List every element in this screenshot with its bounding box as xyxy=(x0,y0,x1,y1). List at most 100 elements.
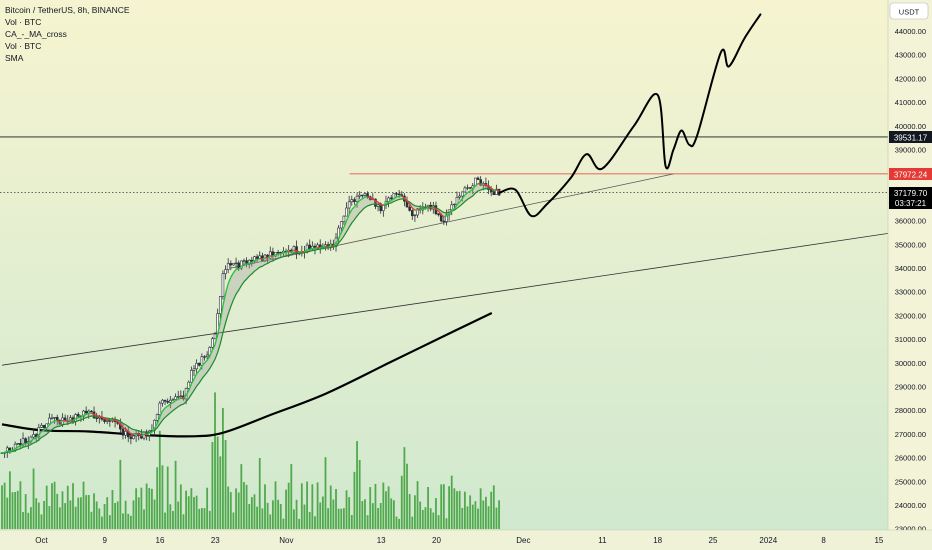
candle-body xyxy=(358,194,361,197)
volume-bar xyxy=(40,514,43,529)
volume-bar xyxy=(161,465,164,529)
ma-fast-segment xyxy=(353,202,358,208)
price-tick-label: 42000.00 xyxy=(895,74,926,83)
ma-fast-segment xyxy=(209,349,214,357)
candle-body xyxy=(232,262,235,266)
volume-bar xyxy=(298,518,301,529)
price-labels: 39531.17 37972.24 37179.70 03:37:21 xyxy=(889,131,932,209)
price-axis-background xyxy=(888,0,932,530)
ma-fast-segment xyxy=(27,440,32,444)
ma-fast-segment xyxy=(422,208,426,210)
volume-bar xyxy=(22,512,24,529)
volume-bar xyxy=(308,511,311,529)
candle-body xyxy=(453,203,456,206)
volume-bar xyxy=(487,506,490,529)
ma-fast-segment xyxy=(443,215,447,218)
volume-bar xyxy=(235,488,237,529)
volume-bar xyxy=(82,481,85,529)
candle-body xyxy=(211,338,214,348)
time-tick-label: 15 xyxy=(874,536,883,545)
candle-body xyxy=(82,410,85,417)
level-mid-badge xyxy=(889,168,932,180)
volume-bar xyxy=(114,502,116,529)
volume-bar xyxy=(129,515,132,529)
ma-fast-segment xyxy=(70,419,74,422)
symbol-title[interactable]: Bitcoin / TetherUS, 8h, BINANCE xyxy=(5,5,130,15)
candle-body xyxy=(205,354,209,358)
ma-fast-segment xyxy=(361,196,366,200)
ma-fast-segment xyxy=(219,305,224,322)
volume-bar xyxy=(51,483,53,529)
candle-body xyxy=(58,420,62,425)
volume-bar xyxy=(250,497,253,529)
volume-bar xyxy=(456,491,458,529)
volume-bar xyxy=(453,488,456,529)
volume-bar xyxy=(437,515,440,529)
volume-bar xyxy=(143,509,145,529)
candle-body xyxy=(213,333,217,340)
long-term-trendline[interactable] xyxy=(1,230,903,366)
ma-fast-segment xyxy=(175,398,179,402)
candle-body xyxy=(103,419,106,422)
ma-fast-segment xyxy=(204,359,208,364)
time-tick-label: 20 xyxy=(432,536,441,545)
volume-bar xyxy=(379,503,382,529)
candle-body xyxy=(450,204,454,211)
ma-fast-segment xyxy=(246,262,250,265)
volume-bar xyxy=(137,497,140,529)
volume-bar xyxy=(140,487,143,529)
volume-bar xyxy=(132,500,135,529)
volume-bar xyxy=(211,441,214,529)
volume-bar xyxy=(158,430,161,529)
ma-fast-segment xyxy=(393,196,397,199)
indicator-ma-cross[interactable]: CA_-_MA_cross xyxy=(5,29,67,39)
ma-fast-segment xyxy=(43,427,48,431)
indicator-vol-2[interactable]: Vol · BTC xyxy=(5,41,42,51)
volume-bar xyxy=(182,514,185,529)
candle-body xyxy=(318,244,322,249)
ma-fast-segment xyxy=(125,428,129,433)
volume-bar xyxy=(445,518,448,529)
candle-body xyxy=(169,399,172,403)
candle-body xyxy=(234,262,238,265)
ma-fast-segment xyxy=(164,405,169,409)
ma-fast-segment xyxy=(377,201,382,206)
volume-bar xyxy=(314,516,316,529)
candle-body xyxy=(218,296,222,314)
volume-bar xyxy=(35,498,38,529)
ma-fast-segment xyxy=(254,259,258,262)
volume-bar xyxy=(187,496,190,529)
projected-price-path[interactable] xyxy=(498,13,762,218)
volume-bar xyxy=(408,493,411,529)
volume-bar xyxy=(27,512,30,529)
ma-fast-segment xyxy=(411,207,416,211)
indicator-sma[interactable]: SMA xyxy=(5,53,24,63)
volume-bar xyxy=(348,497,351,529)
ma-fast-segment xyxy=(46,424,50,429)
volume-bar xyxy=(227,486,230,529)
volume-bar xyxy=(327,508,330,529)
ma-fast-segment xyxy=(290,249,295,253)
volume-bar xyxy=(61,491,64,529)
ma-fast-segment xyxy=(356,200,361,204)
ma-fast-segment xyxy=(238,265,242,270)
indicator-vol-1[interactable]: Vol · BTC xyxy=(5,17,42,27)
candle-body xyxy=(32,434,35,438)
currency-badge[interactable] xyxy=(889,2,929,20)
candle-body xyxy=(84,410,88,414)
ma-fast-segment xyxy=(38,431,42,436)
candle-body xyxy=(342,215,346,223)
time-axis[interactable]: Oct 9 16 23 Nov 13 20 Dec 11 18 25 2024 8 15 xyxy=(0,529,932,550)
price-axis[interactable]: USDT 44000.00 43000.00 42000.00 41000.00 400… xyxy=(887,0,932,534)
volume-bar xyxy=(164,512,166,529)
volume-bar xyxy=(450,475,453,529)
ma-fast-segment xyxy=(25,442,29,445)
candle-body xyxy=(161,399,164,404)
ma-fast-segment xyxy=(119,423,124,429)
volume-bar xyxy=(166,466,169,529)
time-tick-label: 16 xyxy=(156,536,165,545)
candle-body xyxy=(16,443,20,445)
volume-bar xyxy=(30,507,32,529)
volume-bar xyxy=(98,508,101,529)
